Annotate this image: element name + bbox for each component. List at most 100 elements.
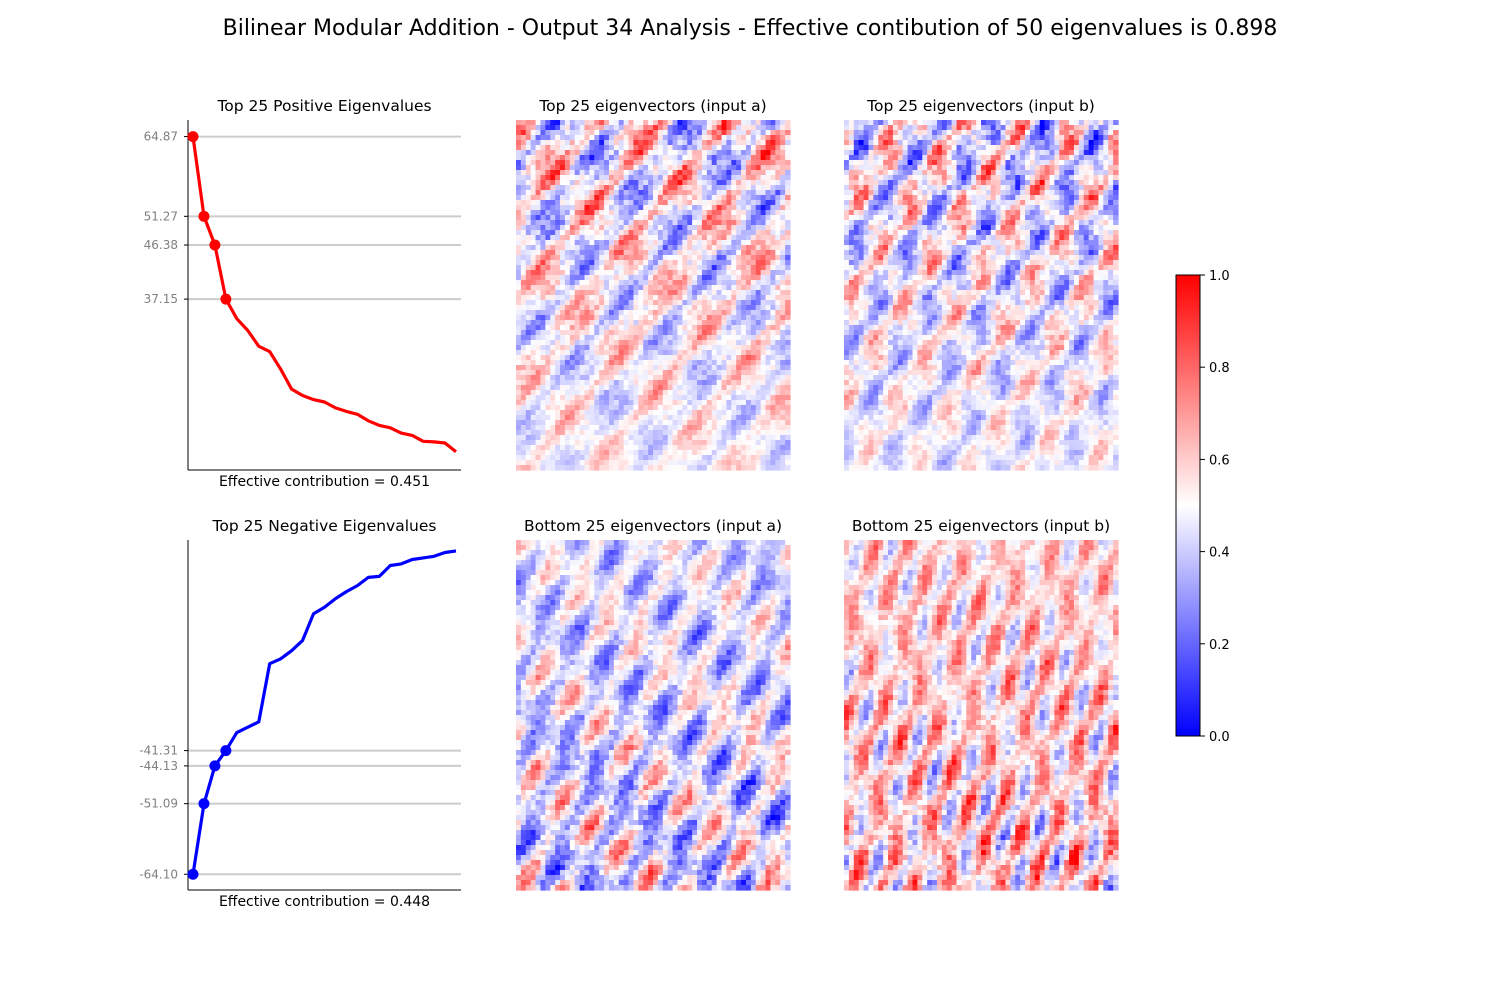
heatmap-cell [520,150,527,156]
heatmap-cell [628,235,635,241]
heatmap-cell [775,460,781,466]
heatmap-cell [775,190,781,196]
heatmap-cell [535,400,542,406]
heatmap-cell [677,430,683,436]
heatmap-cell [755,385,762,391]
heatmap-cell [667,245,674,251]
heatmap-cell [701,440,708,446]
heatmap-cell [569,190,576,196]
heatmap-cell [760,380,767,386]
heatmap-cell [760,200,767,206]
heatmap-cell [1005,125,1011,131]
heatmap-cell [1064,205,1070,211]
heatmap-cell [878,205,884,211]
heatmap-cell [731,445,737,451]
heatmap-cell [574,305,581,311]
heatmap-cell [628,195,635,201]
heatmap-cell [731,130,737,136]
heatmap-cell [653,150,659,156]
heatmap-cell [540,255,546,261]
heatmap-cell [530,265,537,271]
heatmap-cell [755,130,762,136]
heatmap-cell [961,200,967,206]
heatmap-cell [579,140,586,146]
heatmap-cell [633,240,639,246]
heatmap-cell [608,305,615,311]
heatmap-cell [701,200,708,206]
heatmap-cell [545,170,551,176]
heatmap-cell [941,200,948,206]
heatmap-cell [721,375,727,381]
heatmap-cell [569,435,576,441]
heatmap-cell [936,160,943,166]
heatmap-cell [750,260,757,266]
heatmap-cell [525,245,532,251]
heatmap-cell [638,220,644,226]
heatmap-cell [516,375,522,381]
heatmap-cell [535,375,542,381]
heatmap-cell [516,200,522,206]
heatmap-cell [520,390,527,396]
heatmap-cell [564,155,571,161]
heatmap-cell [765,245,772,251]
heatmap-cell [555,360,561,366]
heatmap-cell [692,420,698,426]
heatmap-cell [765,410,772,416]
heatmap-cell [745,150,752,156]
heatmap-cell [589,465,595,471]
heatmap-cell [721,355,727,361]
heatmap-cell [687,330,693,336]
heatmap-cell [540,290,546,296]
heatmap-cell [731,400,737,406]
heatmap-cell [1005,190,1011,196]
heatmap-cell [741,375,747,381]
heatmap-cell [755,405,762,411]
heatmap-cell [633,180,639,186]
heatmap-cell [525,395,532,401]
heatmap-cell [535,265,542,271]
heatmap-cell [560,300,566,306]
heatmap-cell [745,265,752,271]
heatmap-cell [741,185,747,191]
heatmap-cell [883,155,889,161]
heatmap-cell [574,315,581,321]
heatmap-cell [755,200,762,206]
heatmap-cell [883,205,889,211]
heatmap-cell [897,145,904,151]
heatmap-cell [760,260,767,266]
heatmap-cell [750,445,757,451]
heatmap-cell [932,140,938,146]
heatmap-cell [550,175,556,181]
heatmap-cell [697,365,703,371]
heatmap-cell [731,315,737,321]
heatmap-cell [535,235,542,241]
heatmap-cell [662,435,669,441]
heatmap-cell [667,170,674,176]
heatmap-cell [721,455,727,461]
heatmap-cell [672,435,679,441]
heatmap-cell [721,335,727,341]
heatmap-cell [844,135,850,141]
heatmap-cell [745,305,752,311]
heatmap-cell [560,425,566,431]
heatmap-cell [604,420,610,426]
heatmap-cell [628,180,635,186]
heatmap-cell [555,135,561,141]
heatmap-cell [672,455,679,461]
heatmap-cell [922,120,928,126]
heatmap-cell [701,400,708,406]
heatmap-cell [608,435,615,441]
heatmap-cell [520,295,527,301]
heatmap-cell [848,155,855,161]
heatmap-cell [716,355,723,361]
heatmap-cell [545,190,551,196]
heatmap-cell [873,195,879,201]
heatmap-cell [657,435,664,441]
heatmap-cell [760,185,767,191]
heatmap-cell [941,125,948,131]
heatmap-cell [721,130,727,136]
heatmap-cell [1103,155,1109,161]
heatmap-cell [1083,155,1090,161]
heatmap-cell [736,345,742,351]
heatmap-cell [1093,135,1100,141]
